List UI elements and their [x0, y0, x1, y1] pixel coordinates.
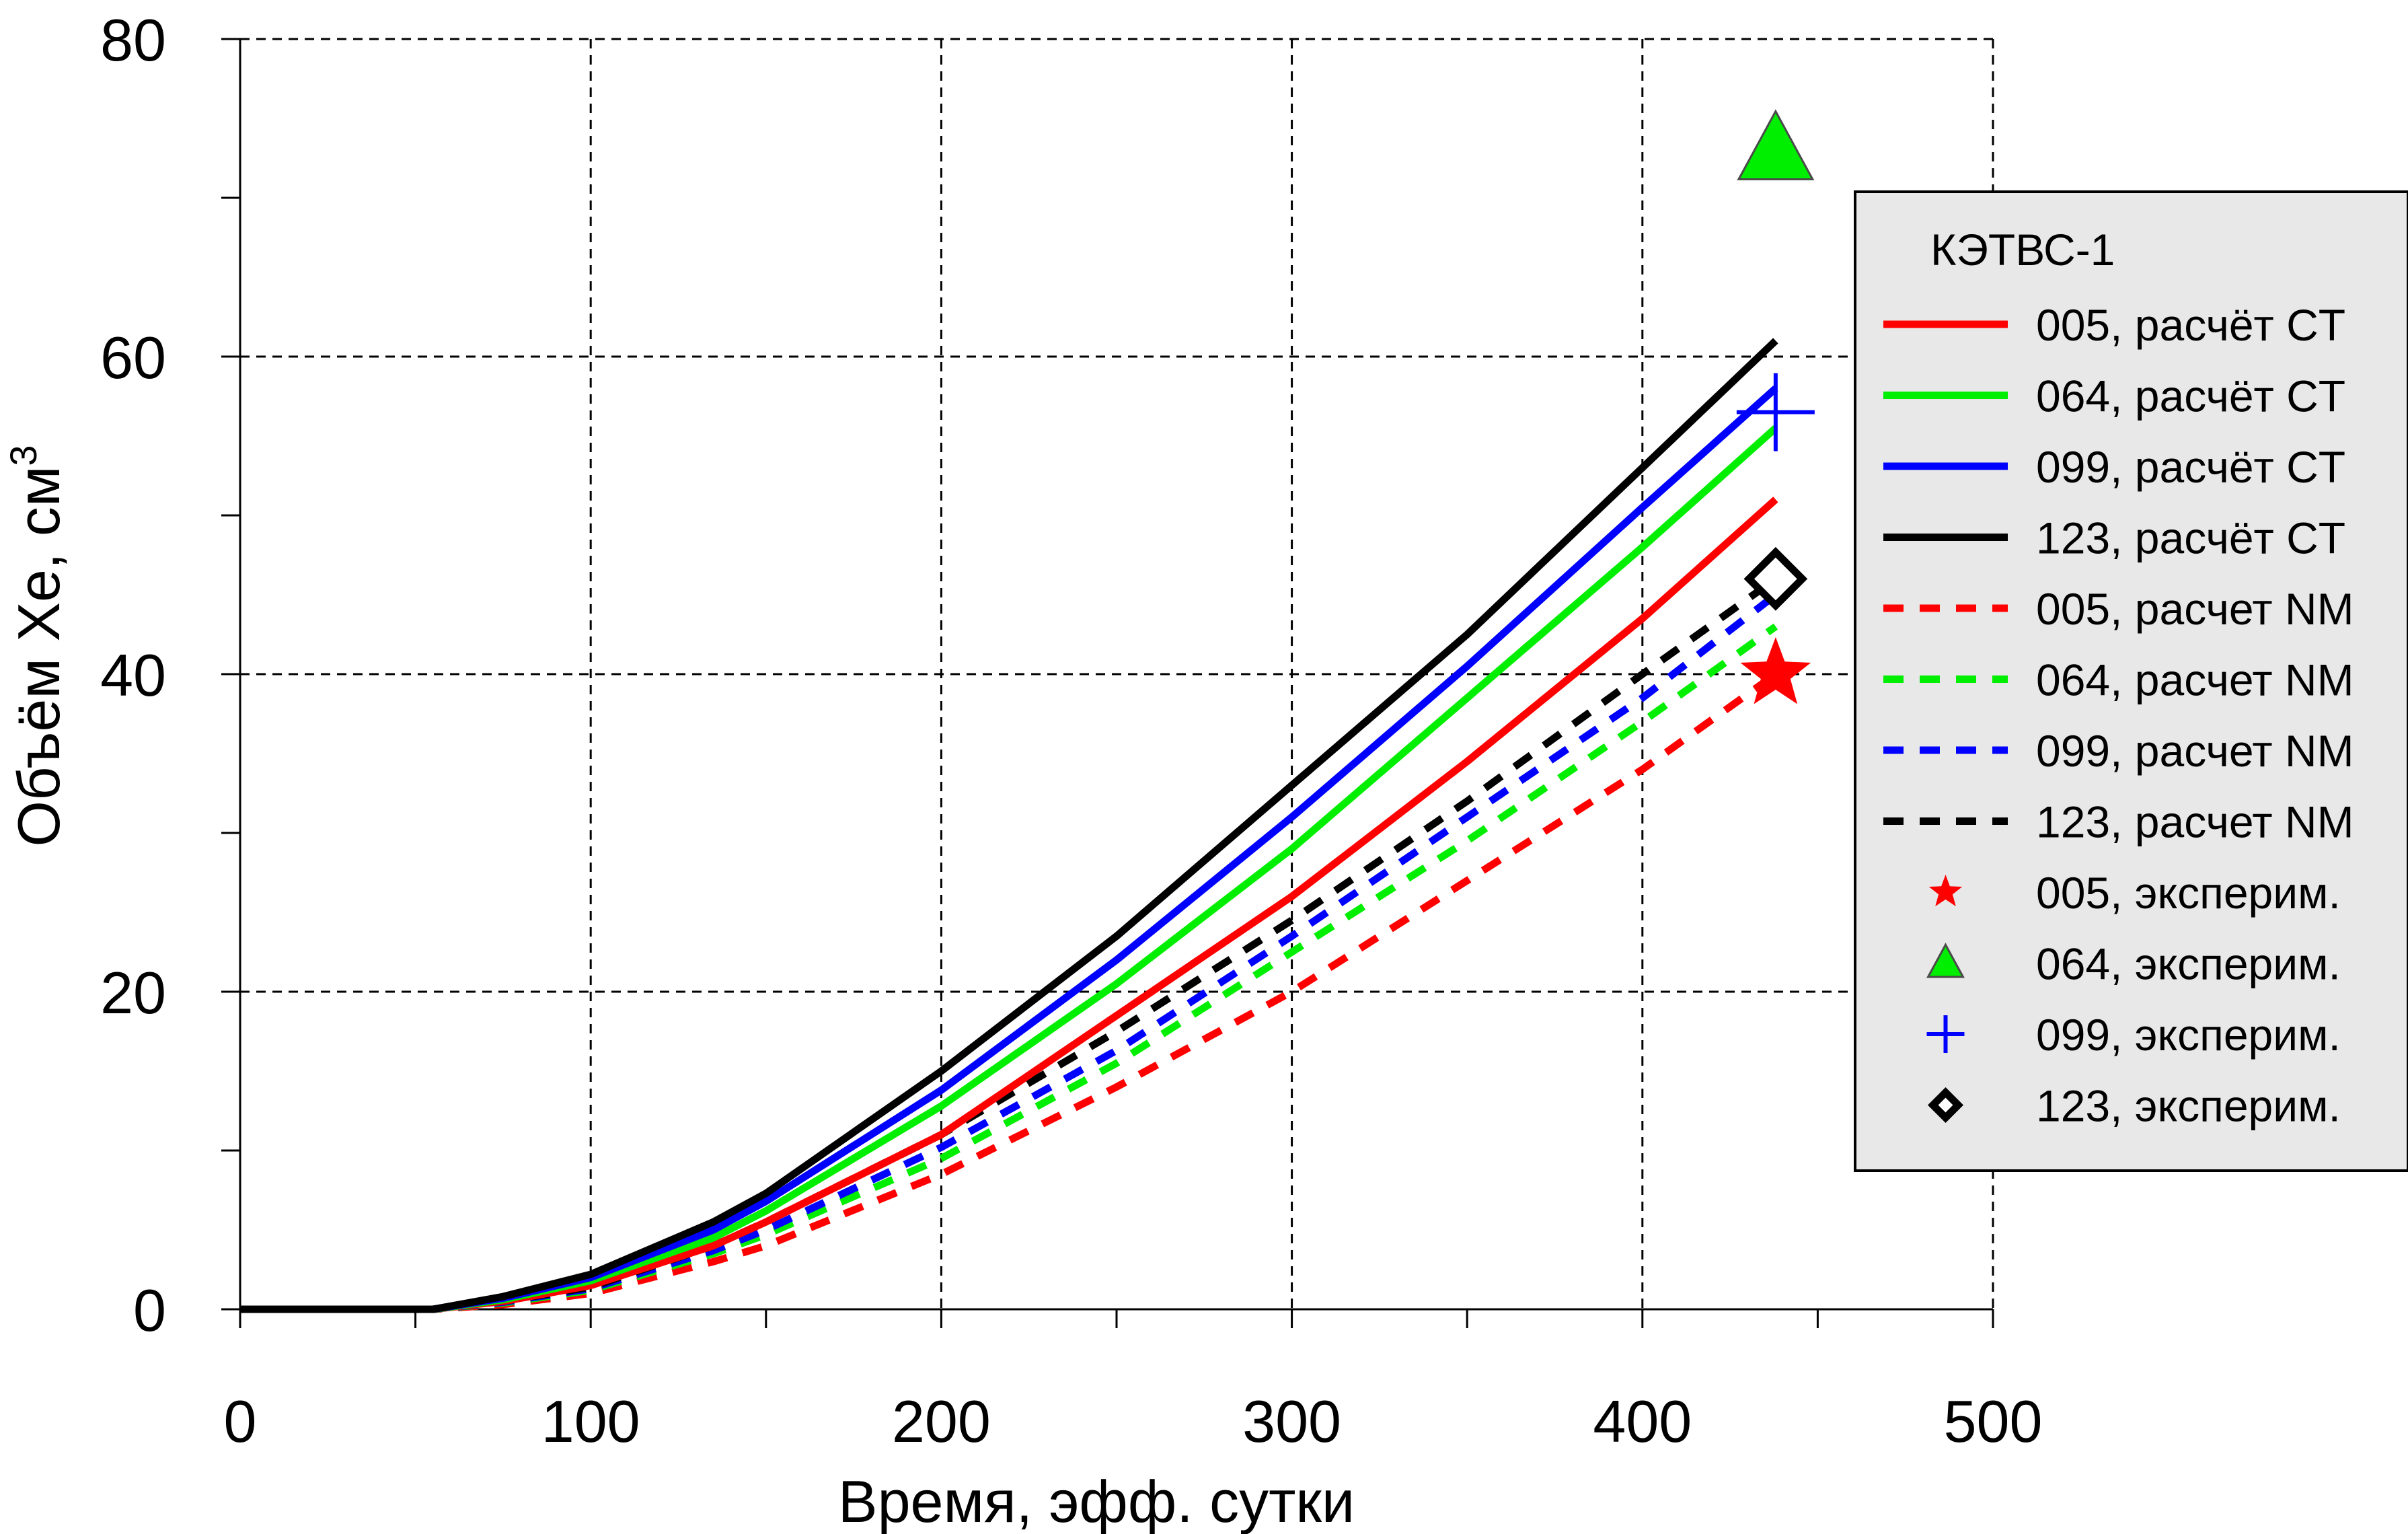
legend-item: 064, расчёт CT [1883, 371, 2345, 421]
x-axis-title: Время, эфф. сутки [838, 1468, 1355, 1534]
experiment-point-099 [1736, 373, 1815, 451]
grid-lines [240, 38, 1994, 1309]
legend-label: 099, эксперим. [2036, 1010, 2341, 1060]
y-axis-title-group: Объём Xe, см3 [2, 445, 72, 846]
legend: КЭТВС-1 005, расчёт CT 064, расчёт CT 099,… [1854, 190, 2408, 1172]
series-line-099-ct [240, 386, 1778, 1313]
series-line-064-nm [240, 623, 1778, 1313]
series-line-005-ct [240, 497, 1778, 1313]
legend-title: КЭТВС-1 [1930, 225, 2115, 275]
series-lines [240, 338, 1778, 1313]
y-tick-label: 80 [100, 7, 166, 73]
legend-item: 064, эксперим. [1926, 939, 2341, 989]
legend-item: 005, расчёт CT [1883, 300, 2345, 350]
legend-item: 099, расчёт CT [1883, 442, 2345, 492]
legend-item: 005, расчет NM [1883, 584, 2354, 634]
legend-marker [1928, 875, 1963, 906]
legend-label: 064, расчет NM [2036, 655, 2354, 705]
legend-item: 123, расчет NM [1883, 797, 2354, 847]
series-line-099-nm [240, 591, 1778, 1313]
experiment-point-005 [1740, 637, 1811, 704]
legend-item: 123, расчёт CT [1883, 513, 2345, 563]
y-tick-label: 20 [100, 959, 166, 1026]
legend-marker [1928, 1087, 1963, 1123]
x-tick-label: 200 [892, 1388, 991, 1455]
legend-label: 064, расчёт CT [2036, 371, 2345, 421]
series-line-123-ct [240, 338, 1778, 1313]
legend-label: 123, расчет NM [2036, 797, 2354, 847]
legend-items: 005, расчёт CT 064, расчёт CT 099, расчёт … [1883, 300, 2354, 1131]
legend-label: 005, эксперим. [2036, 868, 2341, 918]
legend-label: 123, расчёт CT [2036, 513, 2345, 563]
series-line-123-nm [240, 575, 1778, 1313]
legend-marker [1926, 1015, 1965, 1053]
x-tick-label: 300 [1242, 1388, 1341, 1455]
legend-label: 099, расчёт CT [2036, 442, 2345, 492]
x-tick-label: 400 [1593, 1388, 1692, 1455]
legend-item: 099, расчет NM [1883, 726, 2354, 776]
series-line-005-nm [240, 671, 1778, 1313]
y-axis-title-superscript: 3 [2, 445, 44, 466]
legend-box [1854, 190, 2408, 1172]
x-tick-label: 100 [541, 1388, 640, 1455]
experiment-point-123 [1743, 547, 1808, 611]
legend-item: 005, эксперим. [1928, 868, 2341, 918]
legend-label: 099, расчет NM [2036, 726, 2354, 776]
legend-label: 123, эксперим. [2036, 1081, 2341, 1131]
legend-item: 123, эксперим. [1928, 1081, 2341, 1131]
legend-item: 064, расчет NM [1883, 655, 2354, 705]
y-tick-label: 0 [133, 1277, 166, 1344]
y-axis-title: Объём Xe, см3 [2, 445, 72, 846]
axes [221, 38, 1994, 1328]
x-tick-label: 0 [224, 1388, 257, 1455]
y-tick-label: 60 [100, 324, 166, 391]
legend-label: 005, расчет NM [2036, 584, 2354, 634]
y-tick-label: 40 [100, 642, 166, 708]
experiment-point-064 [1737, 109, 1815, 181]
experiment-points [1736, 109, 1815, 704]
y-axis-title-text: Объём Xe, см [5, 466, 72, 847]
legend-label: 005, расчёт CT [2036, 300, 2345, 350]
x-tick-label: 500 [1944, 1388, 2043, 1455]
tick-labels: 0 100 200 300 400 500 0 20 40 60 80 [100, 7, 2042, 1455]
legend-item: 099, эксперим. [1926, 1010, 2341, 1060]
legend-label: 064, эксперим. [2036, 939, 2341, 989]
legend-marker [1926, 943, 1965, 978]
